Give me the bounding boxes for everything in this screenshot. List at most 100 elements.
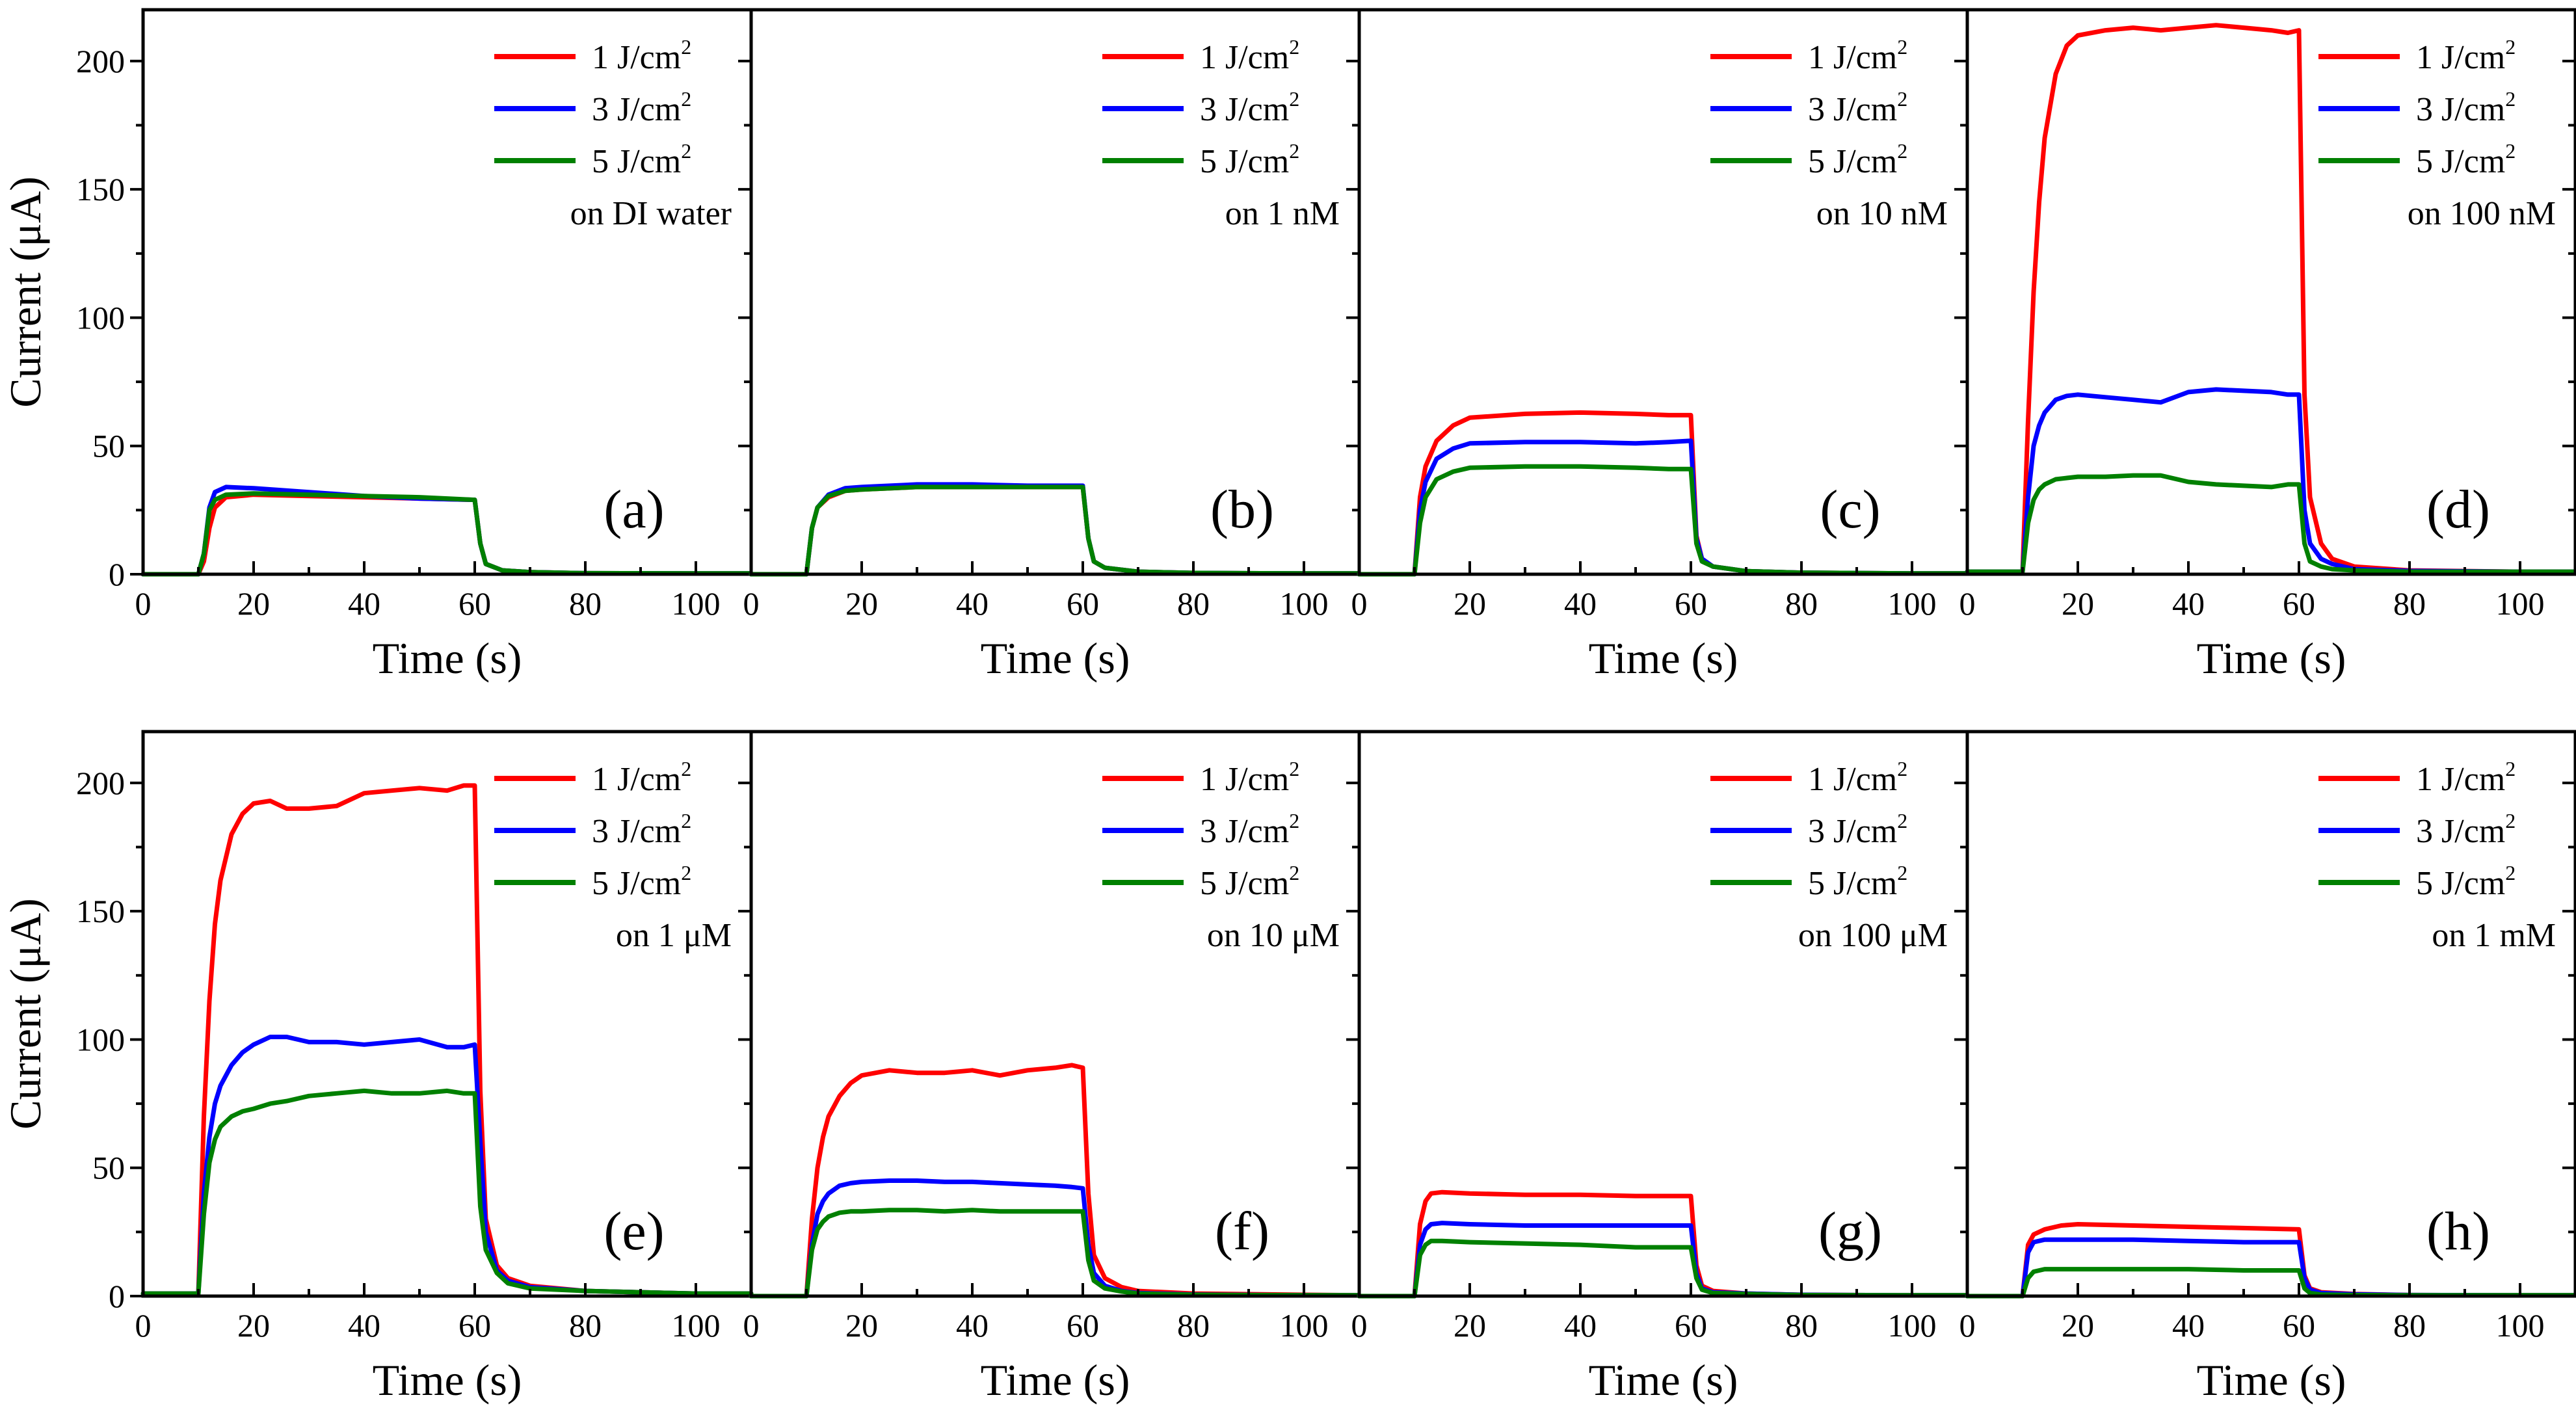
- x-tick-label: 100: [1888, 1307, 1937, 1344]
- x-tick-label: 100: [672, 1307, 721, 1344]
- x-tick-label: 80: [2393, 1307, 2426, 1344]
- legend-superscript: 2: [2505, 139, 2516, 163]
- x-tick-label: 60: [1675, 1307, 1707, 1344]
- x-tick-label: 60: [1067, 1307, 1099, 1344]
- legend-superscript: 2: [2505, 87, 2516, 111]
- legend-label-3: 5 J/cm2: [592, 861, 691, 902]
- legend-superscript: 2: [681, 35, 691, 59]
- legend-label-3: 5 J/cm2: [1200, 861, 1299, 902]
- plot-frame: [1965, 730, 2576, 1298]
- x-axis-title: Time (s): [373, 1355, 522, 1405]
- legend-superscript: 2: [1289, 809, 1299, 832]
- legend-label-2: 3 J/cm2: [592, 809, 691, 850]
- panel-label: (b): [1210, 479, 1274, 540]
- plot-frame: [1965, 8, 2576, 576]
- x-tick-label: 40: [956, 585, 989, 622]
- x-tick-label: 40: [2172, 585, 2205, 622]
- x-tick-label: 60: [2283, 585, 2315, 622]
- x-tick-label: 0: [1351, 585, 1368, 622]
- x-tick-label: 40: [348, 585, 380, 622]
- condition-label: on 10 μM: [1207, 917, 1340, 954]
- x-tick-label: 100: [672, 585, 721, 622]
- series-line-3: [749, 484, 1362, 577]
- legend-label-2: 3 J/cm2: [2416, 809, 2516, 850]
- legend-label-2: 3 J/cm2: [1200, 809, 1299, 850]
- x-tick-label: 80: [1785, 1307, 1818, 1344]
- x-tick-label: 20: [237, 1307, 270, 1344]
- series-line-3: [140, 1088, 754, 1296]
- series-line-3: [140, 491, 754, 577]
- legend-superscript: 2: [1897, 35, 1907, 59]
- panel-e: 0 20 40 60 80 100 0 50 100 150 200 Current (μA) Time…: [1, 730, 754, 1405]
- legend-superscript: 2: [681, 757, 691, 780]
- x-tick-label: 100: [1888, 585, 1937, 622]
- legend-label-3: 5 J/cm2: [2416, 139, 2516, 180]
- x-tick-label: 0: [743, 585, 760, 622]
- x-tick-label: 80: [1177, 1307, 1210, 1344]
- x-tick-label: 20: [1454, 1307, 1486, 1344]
- y-tick-label: 200: [76, 765, 125, 801]
- legend-superscript: 2: [1897, 757, 1907, 780]
- legend-label-2: 3 J/cm2: [1808, 87, 1907, 128]
- legend-superscript: 2: [2505, 809, 2516, 832]
- panel-label: (f): [1215, 1201, 1269, 1262]
- x-tick-label: 80: [569, 585, 602, 622]
- legend-label-1: 1 J/cm2: [1200, 757, 1299, 798]
- legend-label-3: 5 J/cm2: [1808, 861, 1907, 902]
- legend-label-1: 1 J/cm2: [2416, 757, 2516, 798]
- legend-superscript: 2: [1897, 861, 1907, 884]
- x-tick-label: 0: [1959, 1307, 1976, 1344]
- panel-label: (e): [604, 1201, 664, 1262]
- x-tick-label: 20: [845, 585, 878, 622]
- x-axis-title: Time (s): [1589, 633, 1738, 683]
- x-tick-label: 60: [1675, 585, 1707, 622]
- y-tick-label: 150: [76, 893, 125, 929]
- x-tick-label: 100: [2496, 585, 2545, 622]
- legend-superscript: 2: [681, 139, 691, 163]
- legend-label-1: 1 J/cm2: [1808, 35, 1907, 76]
- x-tick-label: 0: [1959, 585, 1976, 622]
- legend-label-3: 5 J/cm2: [2416, 861, 2516, 902]
- x-tick-label: 20: [845, 1307, 878, 1344]
- series-line-3: [749, 1208, 1362, 1299]
- y-tick-label: 50: [92, 1150, 125, 1186]
- legend-superscript: 2: [1897, 809, 1907, 832]
- legend-label-1: 1 J/cm2: [592, 757, 691, 798]
- panel-c: 0 20 40 60 80 100 Time (s) 1 J/cm2 3 J/cm2 5 J/cm…: [1351, 8, 1970, 683]
- panel-label: (c): [1820, 479, 1880, 540]
- x-tick-label: 20: [2062, 585, 2094, 622]
- y-tick-label: 200: [76, 43, 125, 79]
- legend-superscript: 2: [1897, 139, 1907, 163]
- series-line-3: [1965, 1267, 2576, 1299]
- x-tick-label: 100: [1280, 585, 1329, 622]
- legend-superscript: 2: [1289, 757, 1299, 780]
- x-tick-label: 0: [135, 585, 152, 622]
- legend-superscript: 2: [1897, 87, 1907, 111]
- x-tick-label: 20: [2062, 1307, 2094, 1344]
- x-tick-label: 60: [458, 585, 491, 622]
- x-tick-label: 0: [743, 1307, 760, 1344]
- panel-d: 0 20 40 60 80 100 Time (s) 1 J/cm2 3 J/cm2 5 J/cm…: [1959, 8, 2576, 683]
- panel-f: 0 20 40 60 80 100 Time (s) 1 J/cm2 3 J/cm2 5 J/cm…: [743, 730, 1362, 1405]
- x-tick-label: 100: [2496, 1307, 2545, 1344]
- panel-h: 0 20 40 60 80 100 Time (s) 1 J/cm2 3 J/cm2 5 J/cm…: [1959, 730, 2576, 1405]
- x-tick-label: 100: [1280, 1307, 1329, 1344]
- x-tick-label: 80: [569, 1307, 602, 1344]
- condition-label: on 100 nM: [2408, 195, 2556, 232]
- panel-label: (g): [1818, 1201, 1882, 1262]
- x-tick-label: 40: [956, 1307, 989, 1344]
- condition-label: on 100 μM: [1798, 917, 1948, 954]
- condition-label: on 10 nM: [1816, 195, 1948, 232]
- x-axis-title: Time (s): [981, 1355, 1130, 1405]
- y-tick-label: 100: [76, 299, 125, 336]
- x-axis-title: Time (s): [1589, 1355, 1738, 1405]
- legend-superscript: 2: [1289, 87, 1299, 111]
- x-tick-label: 40: [348, 1307, 380, 1344]
- legend-superscript: 2: [681, 861, 691, 884]
- panel-b: 0 20 40 60 80 100 Time (s) 1 J/cm2 3 J/cm2 5 J/cm…: [743, 8, 1362, 683]
- x-tick-label: 80: [1785, 585, 1818, 622]
- legend-label-2: 3 J/cm2: [1808, 809, 1907, 850]
- legend-label-2: 3 J/cm2: [2416, 87, 2516, 128]
- series-line-3: [1965, 473, 2576, 574]
